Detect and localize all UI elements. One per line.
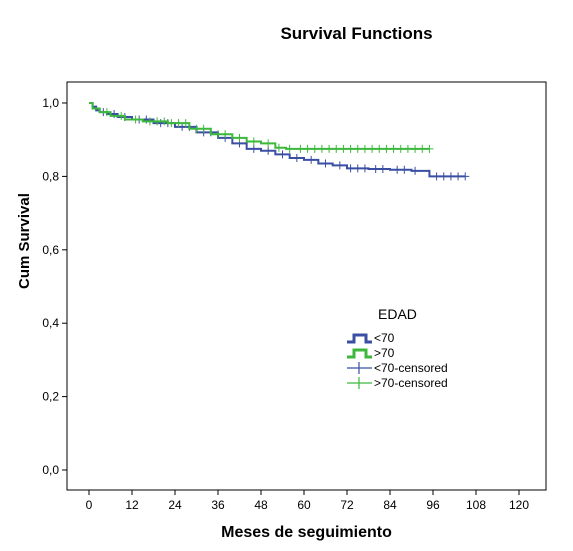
x-tick-label: 12	[125, 498, 139, 512]
censor-mark-gt70	[214, 130, 222, 139]
censor-mark-lt70	[439, 172, 448, 181]
censor-mark-gt70	[339, 144, 348, 153]
legend-label-lt70: <70	[374, 330, 395, 345]
x-tick-label: 84	[383, 498, 397, 512]
censor-mark-gt70	[235, 133, 244, 142]
censor-mark-gt70	[368, 144, 377, 153]
x-tick-label: 48	[254, 498, 268, 512]
censor-mark-lt70	[307, 155, 316, 164]
legend-censor-swatch-green	[347, 376, 372, 389]
censor-mark-lt70	[249, 144, 258, 153]
censor-mark-lt70	[278, 150, 287, 159]
censor-mark-gt70	[389, 144, 398, 153]
legend-title: EDAD	[378, 306, 417, 322]
censor-mark-gt70	[382, 144, 391, 153]
censor-mark-gt70	[274, 143, 283, 152]
x-tick-label: 120	[509, 498, 529, 512]
x-tick-label: 96	[426, 498, 440, 512]
censor-mark-lt70	[378, 165, 387, 174]
censor-mark-lt70	[292, 154, 301, 163]
censor-mark-lt70	[335, 161, 344, 170]
plot-frame	[66, 81, 547, 491]
censor-mark-gt70	[160, 117, 169, 126]
legend-item-gt70-censored: >70-censored	[344, 375, 448, 390]
censor-mark-gt70	[181, 119, 190, 128]
censor-mark-gt70	[360, 144, 369, 153]
censor-mark-lt70	[360, 164, 369, 173]
y-tick-label: 1,0	[42, 96, 59, 110]
censor-mark-gt70	[249, 137, 258, 146]
y-tick-label: 0,2	[42, 390, 59, 404]
censor-mark-gt70	[332, 144, 341, 153]
censor-mark-lt70	[461, 172, 470, 181]
y-axis-label: Cum Survival	[16, 193, 33, 289]
x-tick-label: 60	[297, 498, 311, 512]
legend-label-gt70: >70	[374, 345, 395, 360]
censor-mark-lt70	[454, 172, 463, 181]
censor-mark-lt70	[446, 172, 455, 181]
legend-step-swatch-blue	[347, 333, 372, 343]
legend-step-swatch-green	[347, 348, 372, 358]
censor-mark-gt70	[418, 144, 427, 153]
censor-mark-gt70	[317, 144, 326, 153]
legend-label-lt70-censored: <70-censored	[374, 360, 448, 375]
censor-mark-gt70	[199, 124, 208, 133]
x-tick-label: 72	[340, 498, 354, 512]
censor-mark-gt70	[303, 144, 312, 153]
censor-mark-gt70	[425, 144, 434, 153]
censor-mark-gt70	[310, 144, 319, 153]
legend-item-lt70: <70	[344, 330, 448, 345]
series-line-gt70	[89, 102, 430, 150]
censor-mark-lt70	[264, 146, 273, 155]
censor-mark-gt70	[375, 144, 384, 153]
censor-mark-lt70	[321, 159, 330, 168]
censor-mark-lt70	[393, 165, 402, 174]
x-tick-label: 0	[86, 498, 93, 512]
y-tick-label: 0,4	[42, 316, 59, 330]
legend-label-gt70-censored: >70-censored	[374, 375, 448, 390]
chart-title: Survival Functions	[280, 24, 433, 43]
censor-mark-gt70	[264, 139, 273, 148]
censor-mark-gt70	[117, 111, 126, 120]
censor-mark-gt70	[296, 144, 305, 153]
censor-mark-lt70	[178, 122, 187, 131]
censor-mark-gt70	[403, 144, 412, 153]
y-tick-label: 0,6	[42, 243, 59, 257]
x-tick-label: 36	[211, 498, 225, 512]
censor-mark-lt70	[432, 172, 441, 181]
censor-mark-gt70	[285, 144, 294, 153]
censor-mark-gt70	[167, 119, 176, 128]
legend-censor-swatch-blue	[347, 361, 372, 374]
censor-mark-gt70	[221, 130, 230, 139]
censor-mark-lt70	[371, 165, 380, 174]
censor-mark-gt70	[353, 144, 362, 153]
censor-mark-gt70	[145, 117, 154, 126]
censor-mark-gt70	[396, 144, 405, 153]
censor-mark-gt70	[346, 144, 355, 153]
legend: EDAD <70 >70 <70-censored >70-censored	[344, 306, 448, 390]
censor-mark-gt70	[411, 144, 420, 153]
censor-mark-gt70	[102, 108, 111, 117]
legend-item-gt70: >70	[344, 345, 448, 360]
censor-mark-lt70	[346, 164, 355, 173]
x-tick-label: 24	[168, 498, 182, 512]
x-tick-label: 108	[466, 498, 486, 512]
censor-mark-gt70	[153, 117, 162, 126]
y-tick-label: 0,8	[42, 169, 59, 183]
censor-mark-lt70	[400, 165, 409, 174]
y-tick-label: 0,0	[42, 463, 59, 477]
series-line-lt70	[89, 102, 466, 178]
censor-mark-gt70	[131, 115, 140, 124]
censor-mark-lt70	[353, 164, 362, 173]
censor-mark-gt70	[325, 144, 334, 153]
x-axis-label: Meses de seguimiento	[221, 524, 392, 541]
legend-item-lt70-censored: <70-censored	[344, 360, 448, 375]
censor-mark-gt70	[192, 124, 201, 133]
censor-mark-gt70	[174, 119, 183, 128]
censor-mark-lt70	[411, 166, 420, 175]
